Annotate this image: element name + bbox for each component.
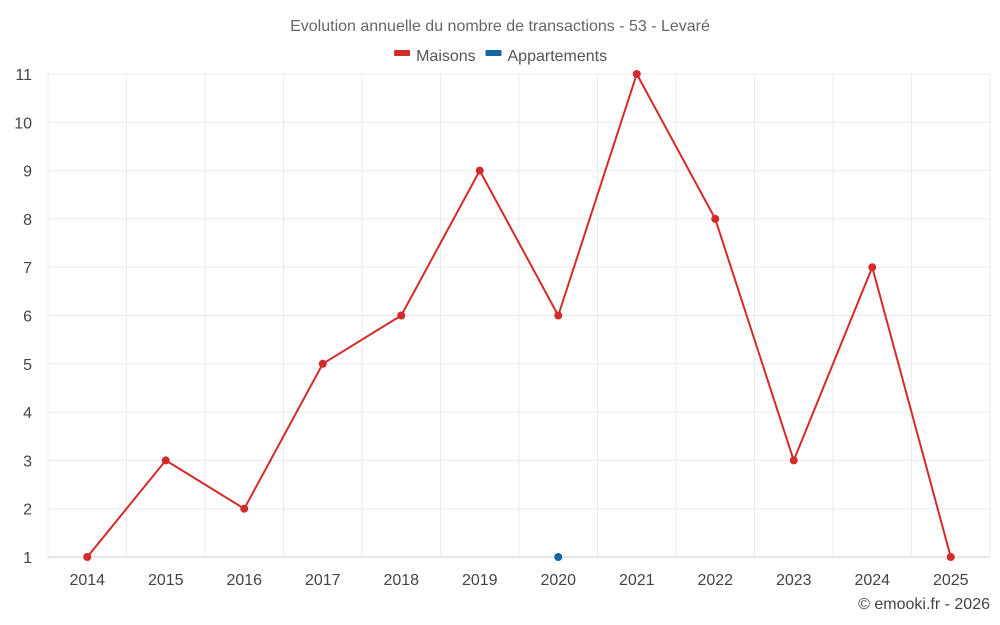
x-tick-label: 2018 [383, 572, 419, 589]
legend: Maisons Appartements [394, 48, 607, 65]
credit-text: © emooki.fr - 2026 [858, 596, 990, 613]
data-point-maisons-2014[interactable] [83, 553, 92, 561]
x-tick-label: 2022 [697, 572, 733, 589]
x-tick-label: 2015 [148, 572, 184, 589]
grid [47, 73, 991, 558]
data-point-maisons-2025[interactable] [946, 553, 955, 561]
data-point-maisons-2023[interactable] [789, 456, 798, 465]
y-axis: 1 2 3 4 5 6 7 8 9 10 11 [14, 67, 32, 567]
data-point-maisons-2015[interactable] [161, 456, 170, 465]
legend-swatch-appartements [485, 50, 502, 56]
data-point-maisons-2020[interactable] [554, 311, 563, 320]
x-tick-label: 2024 [854, 572, 890, 589]
series-layer [83, 70, 955, 561]
legend-label-maisons: Maisons [416, 48, 476, 65]
y-tick-label: 11 [15, 67, 32, 84]
x-tick-label: 2016 [226, 572, 262, 589]
data-point-maisons-2017[interactable] [318, 359, 327, 368]
data-point-appartements-2020[interactable] [554, 553, 563, 561]
data-point-maisons-2018[interactable] [397, 311, 406, 320]
data-point-maisons-2022[interactable] [711, 214, 720, 223]
x-tick-label: 2017 [305, 572, 341, 589]
y-tick-label: 2 [23, 502, 32, 519]
legend-item-appartements[interactable]: Appartements [485, 48, 608, 65]
legend-swatch-maisons [394, 50, 411, 56]
x-tick-label: 2020 [540, 572, 576, 589]
y-tick-label: 10 [14, 115, 32, 132]
y-tick-label: 9 [23, 164, 32, 181]
x-tick-label: 2023 [776, 572, 812, 589]
x-axis: 2014 2015 2016 2017 2018 2019 2020 2021 2022 2023… [69, 572, 968, 589]
x-tick-label: 2019 [462, 572, 498, 589]
x-tick-label: 2014 [69, 572, 105, 589]
y-tick-label: 4 [23, 405, 32, 422]
data-point-maisons-2021[interactable] [632, 70, 641, 78]
y-tick-label: 7 [23, 260, 32, 277]
legend-item-maisons[interactable]: Maisons [394, 48, 476, 65]
chart-title: Evolution annuelle du nombre de transact… [290, 18, 710, 35]
data-point-maisons-2016[interactable] [240, 504, 249, 513]
data-point-maisons-2024[interactable] [868, 263, 877, 272]
data-point-maisons-2019[interactable] [475, 166, 484, 175]
y-tick-label: 8 [23, 212, 32, 229]
x-tick-label: 2025 [933, 572, 969, 589]
y-tick-label: 6 [23, 309, 32, 326]
y-tick-label: 1 [23, 550, 32, 567]
legend-label-appartements: Appartements [508, 48, 608, 65]
y-tick-label: 5 [23, 357, 32, 374]
y-tick-label: 3 [23, 453, 32, 470]
x-tick-label: 2021 [619, 572, 655, 589]
series-line-maisons [86, 73, 952, 558]
